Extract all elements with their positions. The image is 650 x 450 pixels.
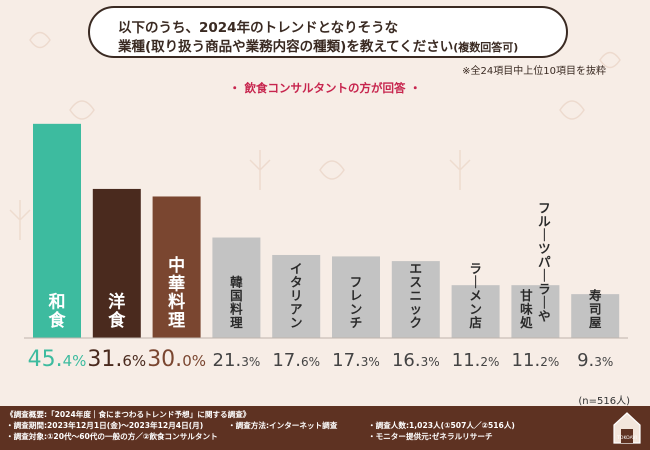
respondent-label: ・ 飲食コンサルタントの方が回答 ・: [228, 81, 421, 95]
category-label-7: エスニック: [410, 261, 423, 330]
bar-8: [451, 285, 500, 338]
question-line-2-note: (複数回答可): [453, 41, 519, 54]
category-label-6: フレンチ: [350, 275, 363, 331]
bar-3: [152, 196, 201, 338]
category-label-1: 和食: [49, 293, 67, 331]
category-label-2: 洋食: [108, 292, 126, 331]
bar-7: [391, 261, 440, 338]
category-label-9-1: 甘味処: [519, 288, 533, 330]
question-line-1: 以下のうち、2024年のトレンドとなりそうな: [118, 20, 399, 36]
category-label-8: ラ｜メン店: [469, 261, 482, 330]
survey-summary: 《調査概要:「2024年度｜食にまつわるトレンド予想」に関する調査》: [6, 410, 251, 419]
bar-1: [33, 123, 81, 338]
value-label-4: 21.3%: [213, 350, 261, 371]
monitor-provider: ・モニター提供元:ゼネラルリサーチ: [368, 432, 493, 441]
survey-count: ・調査人数:1,023人(①507人／②516人): [368, 421, 515, 430]
value-label-7: 16.3%: [392, 350, 440, 371]
value-label-6: 17.3%: [332, 350, 380, 371]
sample-size-label: (n=516人): [578, 396, 630, 407]
category-label-4: 韓国料理: [230, 275, 243, 331]
survey-target: ・調査対象:①20代〜60代の一般の方／②飲食コンサルタント: [6, 432, 218, 441]
bar-4: [212, 237, 261, 338]
category-label-10: 寿司屋: [589, 288, 602, 330]
bar-9: [511, 285, 560, 338]
survey-period: ・調査期間:2023年12月1日(金)〜2023年12月4日(月): [6, 421, 204, 430]
value-label-10: 9.3%: [577, 350, 613, 371]
survey-footer: 《調査概要:「2024年度｜食にまつわるトレンド予想」に関する調査》 ・調査期間…: [0, 406, 650, 450]
value-label-3: 30.0%: [147, 347, 206, 372]
value-label-1: 45.4%: [28, 347, 87, 372]
value-label-8: 11.2%: [452, 350, 500, 371]
bar-2: [92, 188, 141, 338]
brand-logo: TOKOAVI: [613, 412, 641, 444]
value-label-9: 11.2%: [512, 350, 560, 371]
excerpt-note: ※全24項目中上位10項目を抜粋: [462, 66, 606, 77]
value-label-5: 17.6%: [272, 350, 320, 371]
category-label-5: イタリアン: [290, 261, 303, 330]
bar-5: [272, 254, 321, 338]
logo-text: TOKOAVI: [616, 435, 637, 441]
category-label-3: 中華料理: [168, 255, 185, 331]
bar-6: [332, 256, 380, 338]
survey-method: ・調査方法:インターネット調査: [228, 421, 338, 430]
question-title-box: 以下のうち、2024年のトレンドとなりそうな 業種(取り扱う商品や業務内容の種類…: [88, 6, 568, 58]
category-label-9-2: フル｜ツパ｜ラ｜や: [538, 201, 551, 324]
question-line-2-main: 業種(取り扱う商品や業務内容の種類)を教えてください: [118, 39, 454, 55]
bar-10: [571, 294, 620, 338]
value-label-2: 31.6%: [87, 347, 146, 372]
question-line-2: 業種(取り扱う商品や業務内容の種類)を教えてください(複数回答可): [118, 35, 518, 55]
